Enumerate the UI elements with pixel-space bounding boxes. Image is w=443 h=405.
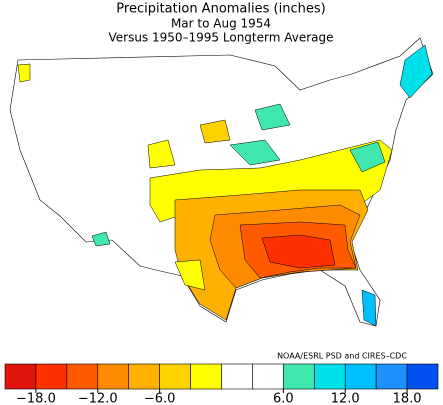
color-bin bbox=[128, 363, 160, 390]
color-bin bbox=[35, 363, 68, 390]
color-bin bbox=[283, 363, 315, 390]
tick-label: 18.0 bbox=[393, 392, 422, 405]
color-bin bbox=[159, 363, 191, 390]
tick-label: −12.0 bbox=[78, 392, 118, 405]
colorbar: −18.0 −12.0 −6.0 6.0 12.0 18.0 bbox=[4, 363, 439, 405]
color-bin bbox=[66, 363, 99, 390]
tick-label: −18.0 bbox=[16, 392, 56, 405]
color-bin bbox=[221, 363, 253, 390]
tick-label: −6.0 bbox=[144, 392, 176, 405]
tick-label: 6.0 bbox=[273, 392, 294, 405]
color-bin bbox=[344, 363, 377, 390]
us-map bbox=[9, 37, 434, 327]
color-bin bbox=[252, 363, 284, 390]
tick-label: 12.0 bbox=[331, 392, 360, 405]
credit: NOAA/ESRL PSD and CIRES–CDC bbox=[277, 352, 407, 361]
title: Precipitation Anomalies (inches) bbox=[116, 2, 325, 17]
baseline: Versus 1950–1995 Longterm Average bbox=[108, 31, 333, 45]
color-bin bbox=[406, 363, 439, 390]
color-bin bbox=[313, 363, 346, 390]
color-bin bbox=[190, 363, 222, 390]
color-bin bbox=[97, 363, 130, 390]
color-bin bbox=[375, 363, 408, 390]
period: Mar to Aug 1954 bbox=[171, 17, 271, 31]
color-bin bbox=[4, 363, 37, 390]
